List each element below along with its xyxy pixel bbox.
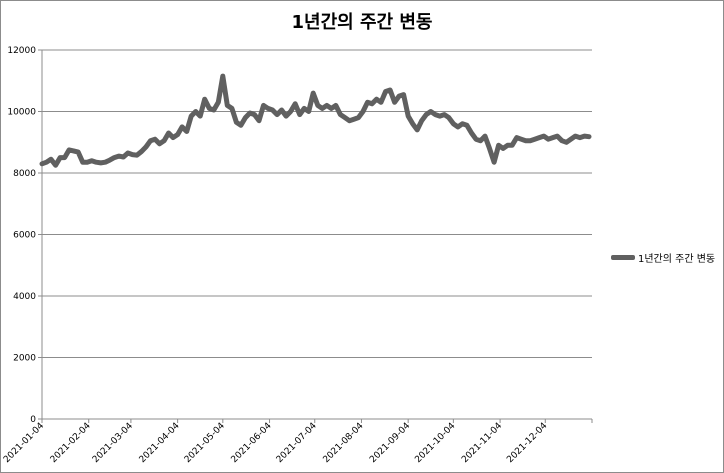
y-tick-label: 8000: [13, 169, 36, 179]
y-tick-label: 12000: [7, 46, 36, 56]
x-tick-label: 2021-04-04: [138, 421, 182, 465]
x-tick-label: 2021-12-04: [505, 421, 549, 465]
legend-label: 1년간의 주간 변동: [638, 254, 716, 265]
x-tick-label: 2021-11-04: [460, 421, 504, 465]
y-tick-label: 6000: [13, 231, 36, 241]
legend-swatch: [611, 255, 635, 260]
x-tick-label: 2021-03-04: [91, 421, 135, 465]
series-lines: [39, 73, 592, 168]
gridlines: [42, 49, 592, 358]
x-tick-label: 2021-01-04: [2, 421, 46, 465]
x-tick-label: 2021-07-04: [275, 421, 319, 465]
y-tick-label: 10000: [7, 108, 36, 118]
x-tick-label: 2021-02-04: [49, 421, 93, 465]
x-tick-label: 2021-08-04: [322, 421, 366, 465]
chart-title: 1년간의 주간 변동: [291, 12, 433, 33]
x-tick-label: 2021-05-04: [183, 421, 227, 465]
series-line: [39, 73, 592, 168]
x-tick-label: 2021-10-04: [413, 421, 457, 465]
x-tick-label: 2021-09-04: [368, 421, 412, 465]
x-tick-label: 2021-06-04: [230, 421, 274, 465]
y-tick-label: 0: [30, 415, 36, 425]
axes: [38, 49, 593, 423]
y-tick-labels: 0 2000 4000 6000 8000 10000 12000: [7, 46, 36, 425]
y-tick-label: 4000: [13, 292, 36, 302]
y-tick-label: 2000: [13, 354, 36, 364]
legend: 1년간의 주간 변동: [611, 250, 715, 265]
